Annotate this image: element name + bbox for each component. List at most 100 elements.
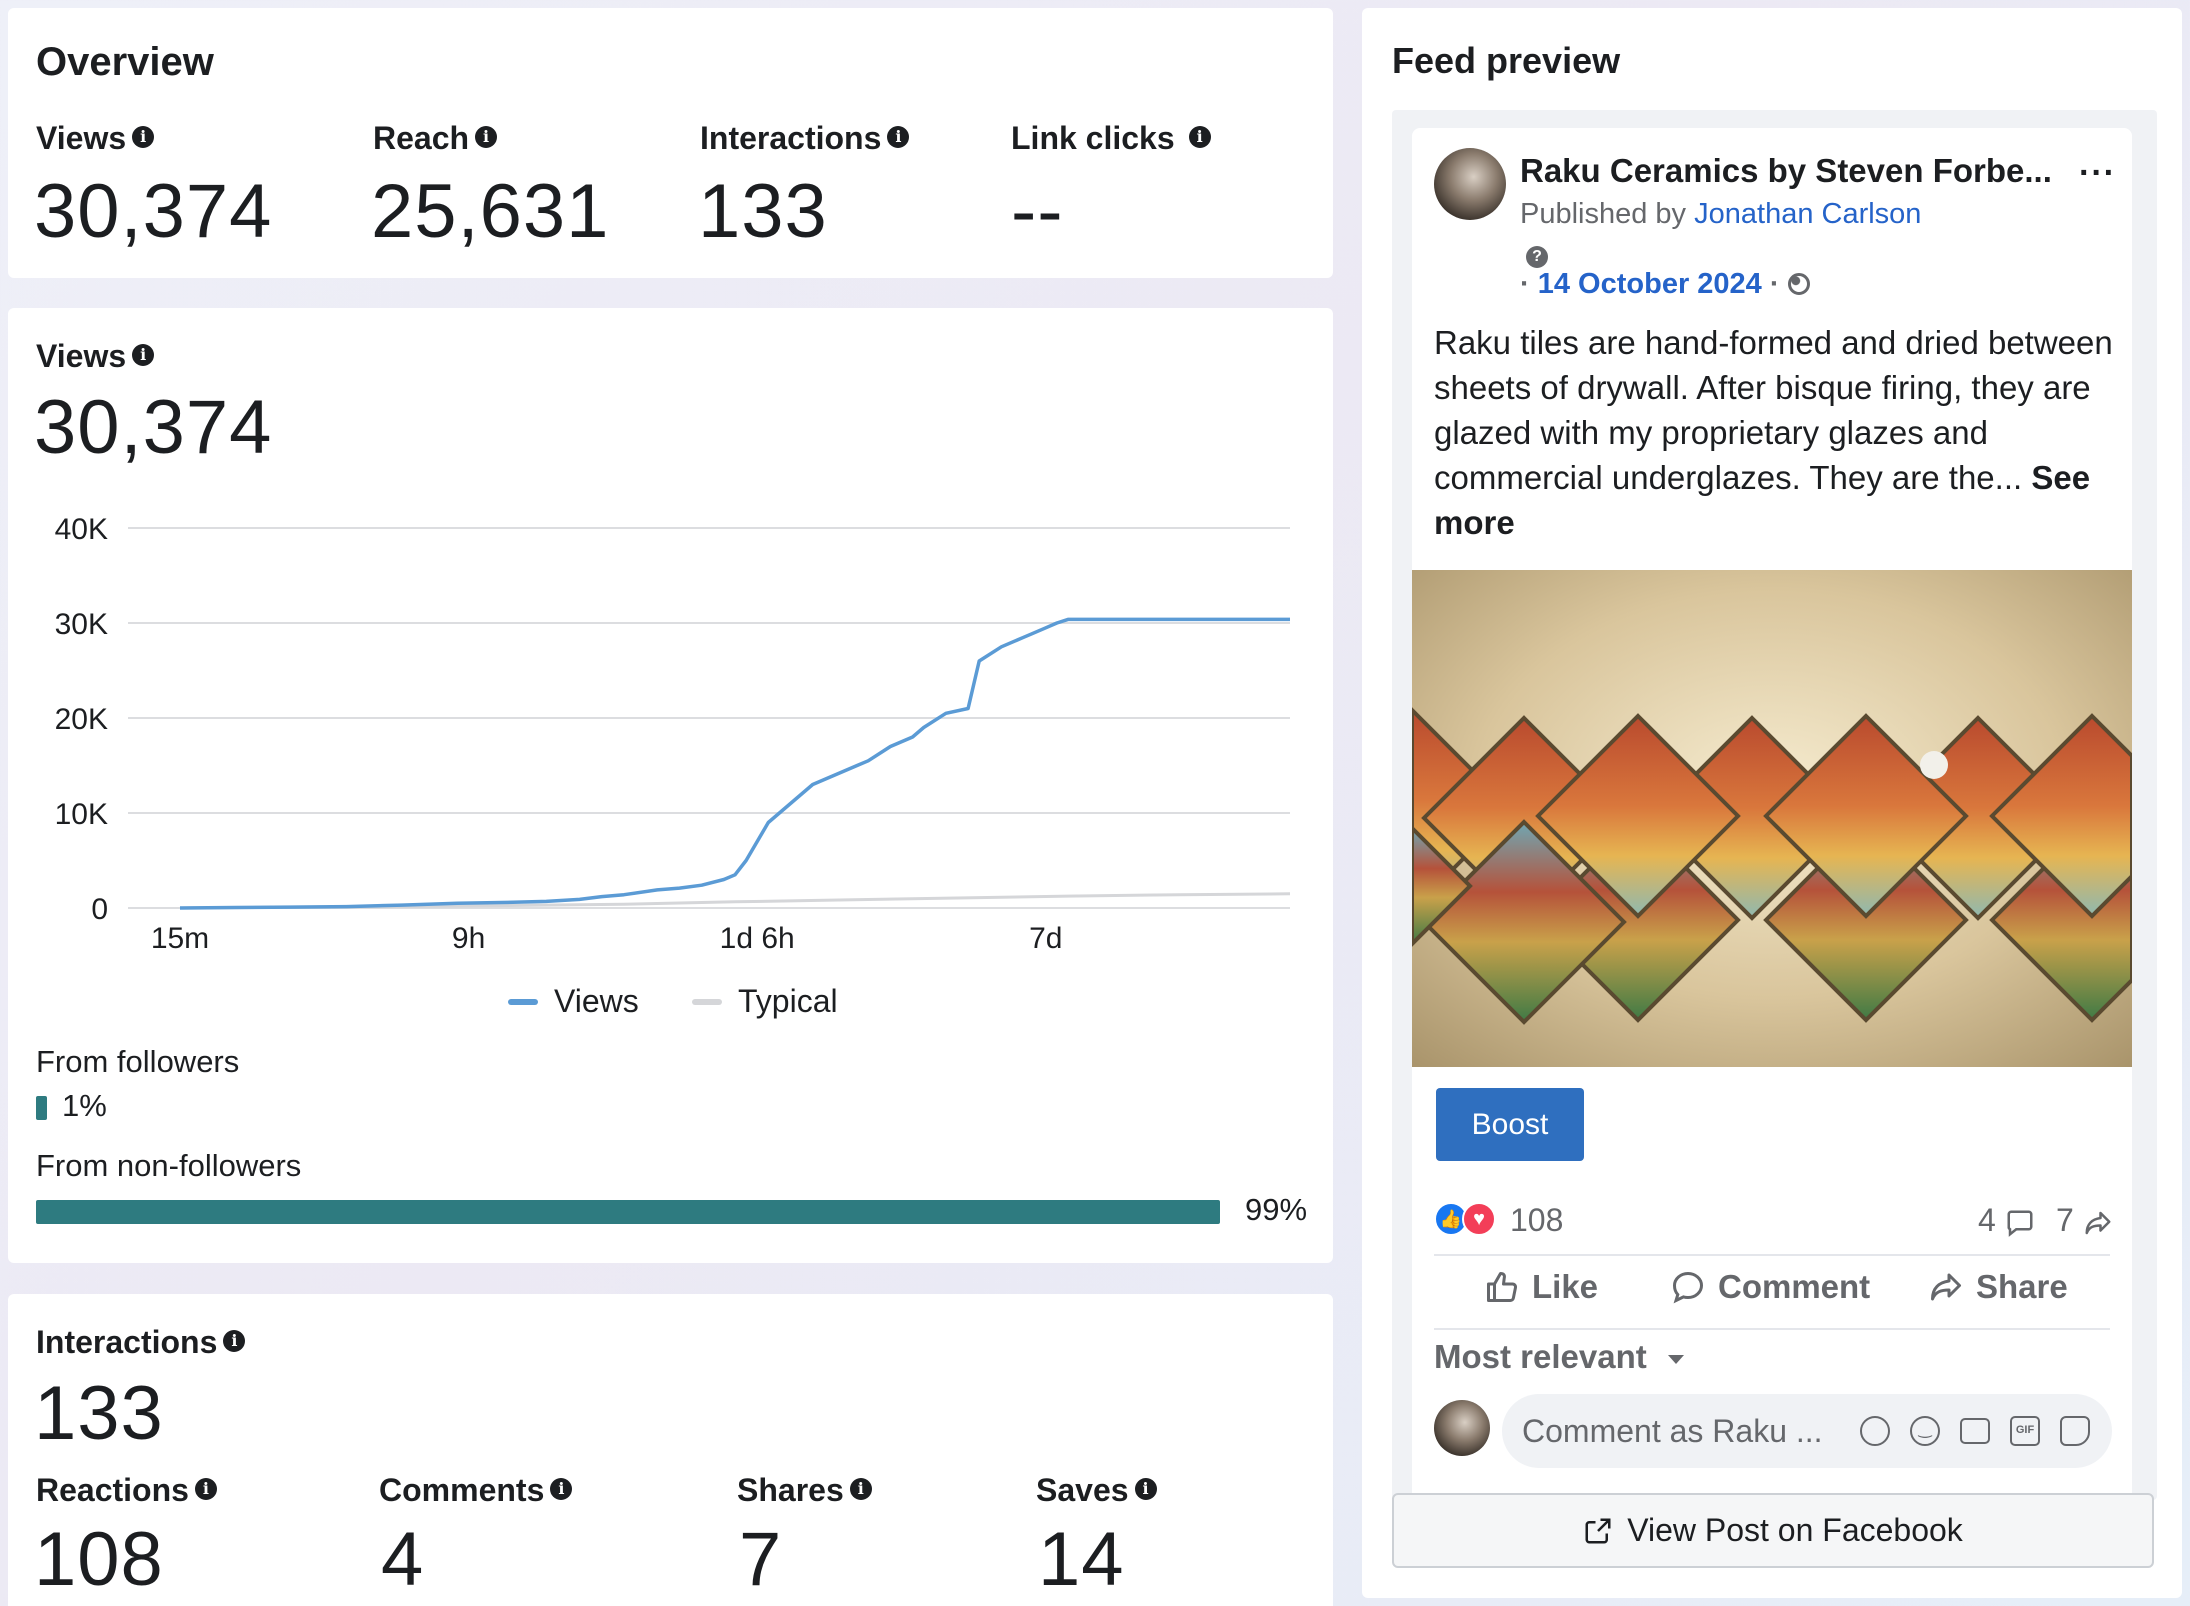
comment-input[interactable]: Comment as Raku ... ‿ GIF (1502, 1394, 2112, 1468)
view-post-button[interactable]: View Post on Facebook (1392, 1493, 2154, 1568)
reach-metric-label[interactable]: Reach i (373, 120, 498, 157)
from-followers-percent: 1% (62, 1088, 107, 1123)
globe-icon (1787, 273, 1810, 295)
y-tick-label: 30K (55, 608, 108, 641)
share-icon (2085, 1211, 2111, 1234)
link-clicks-metric-value: -- (1011, 169, 1064, 254)
views-metric-value: 30,374 (34, 169, 273, 254)
overview-card: Overview Views i 30,374 Reach i 25,631 Int… (8, 8, 1333, 278)
post-date-link[interactable]: 14 October 2024 (1537, 268, 1762, 300)
gif-icon[interactable]: GIF (2010, 1416, 2040, 1446)
info-icon[interactable]: i (194, 1478, 217, 1500)
comment-button[interactable]: Comment (1670, 1268, 1870, 1306)
interactions-metric-label[interactable]: Interactions i (700, 120, 910, 157)
shares-count[interactable]: 7 (2056, 1202, 2113, 1239)
help-icon[interactable]: ? (1526, 246, 1548, 268)
y-tick-label: 0 (91, 893, 108, 926)
post-preview-frame: Raku Ceramics by Steven Forbe... ··· Pub… (1392, 110, 2157, 1500)
comments-value: 4 (381, 1517, 425, 1602)
interactions-card-value: 133 (34, 1371, 164, 1456)
from-followers-bar (36, 1096, 47, 1120)
reactions-value: 108 (34, 1517, 164, 1602)
y-tick-label: 40K (55, 513, 108, 546)
interactions-card: Interactions i 133 Reactions i 108 Comment… (8, 1294, 1333, 1606)
comments-label[interactable]: Comments i (379, 1472, 573, 1509)
caret-down-icon (1667, 1354, 1684, 1364)
emoji-icon[interactable]: ‿ (1910, 1416, 1940, 1446)
from-followers-label: From followers (36, 1044, 240, 1079)
commenter-avatar[interactable] (1434, 1400, 1490, 1456)
info-icon[interactable]: i (887, 126, 910, 148)
share-button[interactable]: Share (1928, 1268, 2068, 1306)
x-tick-label: 15m (151, 922, 209, 955)
thumbs-up-icon (1487, 1272, 1517, 1302)
love-reaction-icon: ♥ (1462, 1202, 1496, 1236)
comments-count[interactable]: 4 (1978, 1202, 2035, 1239)
views-legend-swatch (508, 998, 538, 1005)
y-tick-label: 20K (55, 703, 108, 736)
reach-metric-value: 25,631 (371, 169, 610, 254)
views-metric-label[interactable]: Views i (36, 120, 155, 157)
page-name[interactable]: Raku Ceramics by Steven Forbe... (1520, 152, 2052, 189)
like-reaction-icon: 👍 (1434, 1202, 1468, 1236)
more-options-icon[interactable]: ··· (2079, 154, 2116, 192)
like-button[interactable]: Like (1484, 1268, 1598, 1306)
views-line-chart: 0 10K 20K 30K 40K 15m 9h 1d 6h 7d (55, 513, 1291, 955)
raku-tiles-photo[interactable] (1412, 570, 2132, 1067)
avatar-sticker-icon[interactable] (1860, 1416, 1890, 1446)
page-avatar[interactable] (1434, 148, 1506, 220)
info-icon[interactable]: i (1188, 126, 1211, 148)
action-divider-bottom (1434, 1328, 2110, 1330)
saves-label[interactable]: Saves i (1036, 1472, 1157, 1509)
chart-legend-typical[interactable]: Typical (692, 983, 838, 1020)
publisher-link[interactable]: Jonathan Carlson (1694, 198, 1922, 230)
views-card-label[interactable]: Views i (36, 338, 155, 375)
comment-sort-dropdown[interactable]: Most relevant (1434, 1338, 1684, 1376)
interactions-metric-value: 133 (698, 169, 828, 254)
info-icon[interactable]: i (223, 1330, 246, 1352)
views-card: Views i 30,374 0 10K 20K 30K 40K 15m 9h 1d 6h 7d … (8, 308, 1333, 1263)
info-icon[interactable]: i (849, 1478, 872, 1500)
share-arrow-icon (1931, 1273, 1961, 1301)
saves-value: 14 (1038, 1517, 1125, 1602)
interactions-card-label[interactable]: Interactions i (36, 1324, 246, 1361)
see-more-link[interactable]: See more (1434, 459, 2091, 541)
published-by-line: Published by Jonathan Carlson (1520, 198, 1922, 230)
reaction-icons[interactable]: 👍 ♥ (1434, 1200, 1502, 1238)
date-line: · 14 October 2024 · (1520, 268, 1810, 301)
post-card: Raku Ceramics by Steven Forbe... ··· Pub… (1412, 128, 2132, 1500)
info-icon[interactable]: i (132, 344, 155, 366)
views-series-line[interactable] (179, 617, 1290, 910)
x-tick-label: 9h (452, 922, 485, 955)
boost-button[interactable]: Boost (1436, 1088, 1584, 1161)
action-divider-top (1434, 1254, 2110, 1256)
views-card-value: 30,374 (34, 385, 273, 470)
x-tick-label: 7d (1029, 922, 1062, 955)
comment-placeholder: Comment as Raku ... (1522, 1413, 1823, 1449)
feed-preview-title: Feed preview (1392, 40, 1621, 81)
comment-icon (2007, 1210, 2033, 1237)
post-text: Raku tiles are hand-formed and dried bet… (1434, 324, 2113, 541)
typical-legend-swatch (692, 998, 722, 1005)
reactions-label[interactable]: Reactions i (36, 1472, 217, 1509)
y-tick-label: 10K (55, 798, 108, 831)
info-icon[interactable]: i (550, 1478, 573, 1500)
reactions-count[interactable]: 108 (1510, 1202, 1564, 1238)
link-clicks-metric-label[interactable]: Link clicks i (1011, 120, 1211, 157)
external-link-icon (1585, 1518, 1611, 1543)
camera-icon[interactable] (1960, 1418, 1990, 1444)
chart-legend-views[interactable]: Views (508, 983, 639, 1020)
from-non-followers-label: From non-followers (36, 1148, 302, 1183)
x-tick-label: 1d 6h (720, 922, 795, 955)
from-non-followers-percent: 99% (1245, 1192, 1308, 1227)
info-icon[interactable]: i (475, 126, 498, 148)
info-icon[interactable]: i (1134, 1478, 1157, 1500)
from-non-followers-bar (36, 1200, 1221, 1224)
info-icon[interactable]: i (132, 126, 155, 148)
typical-series-line[interactable] (179, 892, 1291, 910)
comment-bubble-icon (1672, 1271, 1704, 1304)
overview-title: Overview (36, 40, 214, 84)
shares-value: 7 (739, 1517, 783, 1602)
shares-label[interactable]: Shares i (737, 1472, 872, 1509)
sticker-icon[interactable] (2060, 1416, 2090, 1446)
